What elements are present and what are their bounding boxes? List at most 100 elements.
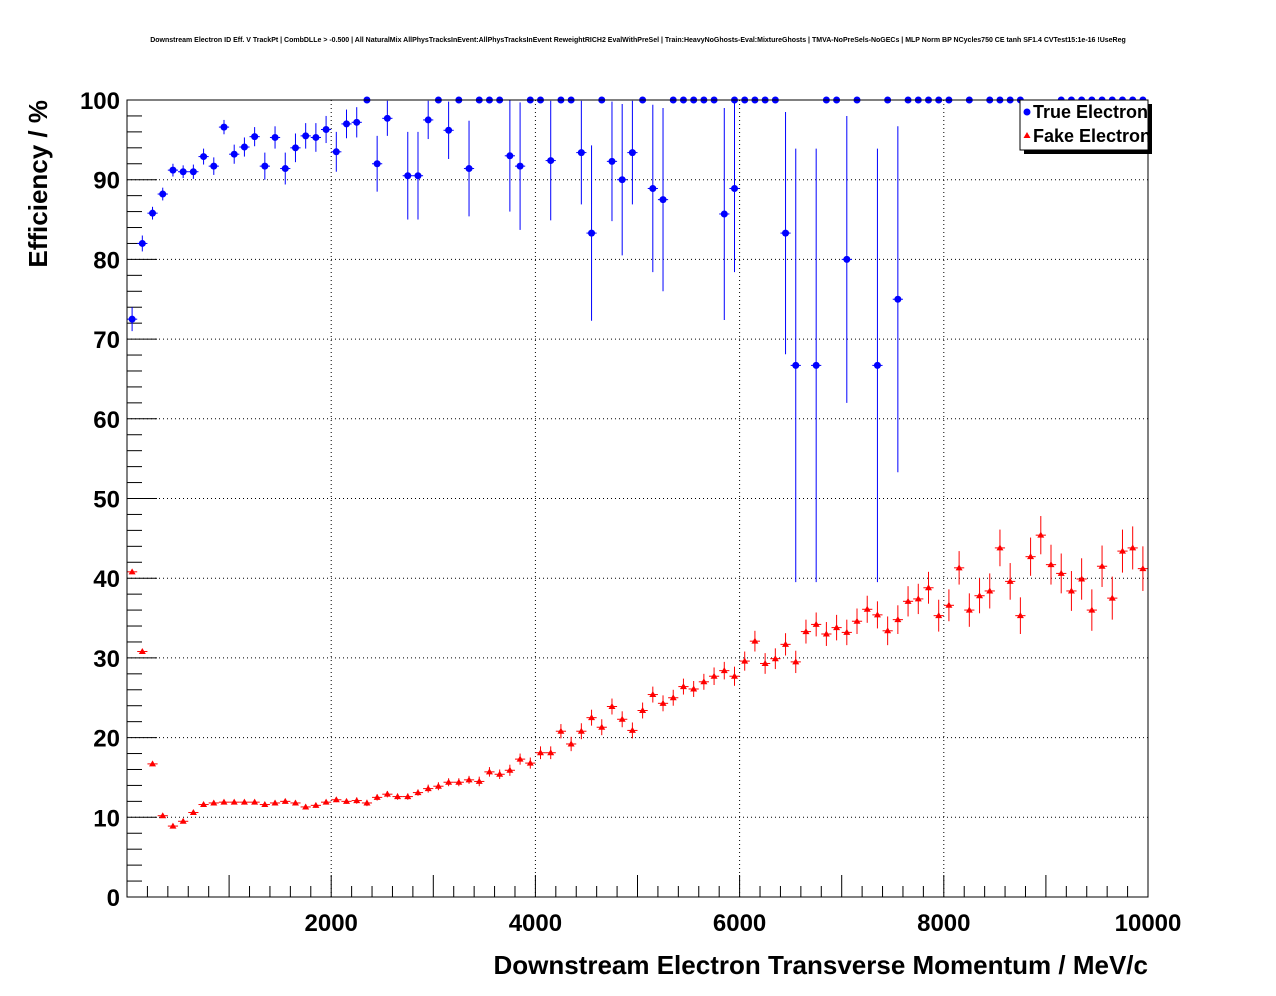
data-point — [557, 727, 565, 734]
data-point — [598, 723, 606, 730]
data-point — [751, 637, 759, 644]
data-point — [353, 797, 361, 804]
y-tick-label: 50 — [93, 487, 120, 514]
data-point — [639, 707, 647, 714]
data-point — [1067, 587, 1075, 594]
data-point — [577, 727, 585, 734]
data-point — [424, 785, 432, 792]
data-point — [414, 172, 422, 180]
data-point — [189, 809, 197, 816]
data-point — [240, 143, 248, 151]
data-point — [414, 789, 422, 796]
data-point — [281, 797, 289, 804]
data-point — [159, 812, 167, 819]
data-point — [914, 595, 922, 602]
data-point — [475, 777, 483, 784]
data-point — [608, 157, 616, 165]
data-point — [1088, 606, 1096, 613]
data-point — [404, 793, 412, 800]
data-point — [884, 627, 892, 634]
data-point — [720, 667, 728, 674]
data-point — [261, 162, 269, 170]
data-point — [690, 685, 698, 692]
data-point — [659, 699, 667, 706]
data-point — [343, 797, 351, 804]
data-point — [628, 726, 636, 733]
x-axis-label: Downstream Electron Transverse Momentum … — [493, 950, 1148, 980]
y-tick-label: 70 — [93, 327, 120, 354]
data-point — [1047, 561, 1055, 568]
data-point — [986, 587, 994, 594]
data-point — [516, 162, 524, 170]
legend-fake-electron-label: Fake Electron — [1033, 126, 1151, 146]
data-point — [210, 799, 218, 806]
data-point — [873, 611, 881, 618]
data-point — [220, 123, 228, 131]
data-point — [1057, 569, 1065, 576]
data-point — [220, 798, 228, 805]
data-point — [496, 770, 504, 777]
data-point — [679, 683, 687, 690]
data-point — [792, 361, 800, 369]
data-point — [822, 630, 830, 637]
data-point — [302, 803, 310, 810]
data-point — [169, 166, 177, 174]
y-tick-label: 0 — [107, 885, 120, 912]
x-tick-label: 8000 — [917, 910, 970, 937]
data-point — [720, 210, 728, 218]
data-point — [1027, 553, 1035, 560]
axes: 2000 4000 6000 8000 10000 0 10 20 30 40 50 60 70 80 90… — [80, 88, 1181, 937]
data-point — [996, 544, 1004, 551]
x-tick-label: 2000 — [305, 910, 358, 937]
data-point — [955, 564, 963, 571]
data-point — [179, 817, 187, 824]
y-axis-label: Efficiency / % — [23, 100, 53, 268]
data-point — [179, 168, 187, 176]
data-point — [200, 153, 208, 161]
data-point — [618, 176, 626, 184]
data-point — [710, 672, 718, 679]
data-point — [343, 120, 351, 128]
data-point — [730, 672, 738, 679]
data-point — [261, 801, 269, 808]
data-point — [1006, 577, 1014, 584]
data-point — [230, 150, 238, 158]
data-point — [138, 648, 146, 655]
data-point — [608, 703, 616, 710]
data-point — [404, 172, 412, 180]
data-point — [271, 133, 279, 141]
data-point — [434, 782, 442, 789]
data-point — [506, 766, 514, 773]
data-point — [169, 822, 177, 829]
data-point — [577, 149, 585, 157]
data-point — [516, 755, 524, 762]
data-point — [843, 628, 851, 635]
data-point — [1098, 562, 1106, 569]
data-point — [312, 801, 320, 808]
data-point — [618, 715, 626, 722]
data-point — [128, 568, 136, 575]
data-point — [1108, 594, 1116, 601]
series-fake-electron — [127, 516, 1148, 829]
data-point — [383, 790, 391, 797]
data-point — [373, 160, 381, 168]
data-point — [291, 799, 299, 806]
legend-box — [1019, 99, 1149, 151]
data-point — [741, 657, 749, 664]
data-point — [894, 616, 902, 623]
data-point — [761, 659, 769, 666]
y-tick-label: 20 — [93, 726, 120, 753]
data-point — [302, 132, 310, 140]
data-point — [853, 617, 861, 624]
legend-fake-electron-marker — [1023, 132, 1031, 138]
y-tick-label: 100 — [80, 88, 120, 115]
data-point — [363, 799, 371, 806]
x-tick-label: 4000 — [509, 910, 562, 937]
y-tick-label: 10 — [93, 805, 120, 832]
data-point — [445, 778, 453, 785]
data-point — [332, 148, 340, 156]
data-point — [424, 116, 432, 124]
data-point — [976, 592, 984, 599]
data-point — [465, 776, 473, 783]
grid-lines — [127, 100, 1148, 897]
